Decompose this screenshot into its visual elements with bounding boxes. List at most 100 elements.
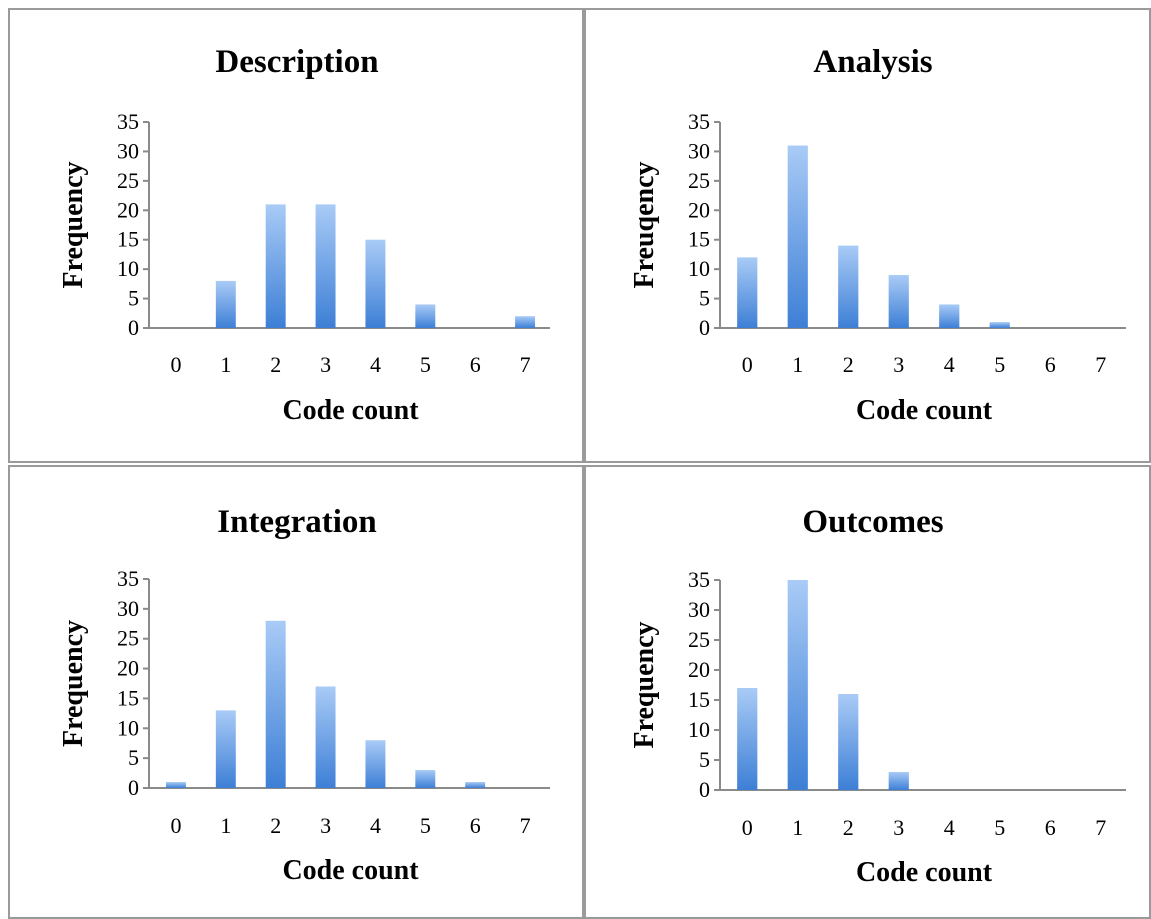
description-y-tick-label: 10 bbox=[117, 256, 139, 281]
analysis-x-tick-label: 7 bbox=[1095, 352, 1106, 377]
outcomes-bar bbox=[737, 688, 758, 790]
outcomes-y-tick-label: 10 bbox=[688, 717, 710, 742]
integration-y-tick-label: 0 bbox=[128, 775, 139, 800]
analysis-bar bbox=[989, 322, 1010, 328]
integration-x-tick-label: 4 bbox=[370, 813, 381, 838]
integration-bar bbox=[165, 782, 186, 788]
outcomes-y-tick-label: 25 bbox=[688, 627, 710, 652]
description-bar bbox=[265, 204, 286, 328]
integration-y-tick-label: 30 bbox=[117, 596, 139, 621]
outcomes-x-tick-label: 3 bbox=[893, 815, 904, 840]
integration-y-tick-label: 25 bbox=[117, 626, 139, 651]
analysis-bar bbox=[838, 245, 859, 328]
analysis-chart: Analysis 0 5 10 15 20 25 30 35 0 1 2 3 4 5 6 7 Code count… bbox=[629, 44, 1126, 426]
analysis-x-tick-label: 5 bbox=[994, 352, 1005, 377]
outcomes-y-tick-label: 0 bbox=[699, 777, 710, 802]
analysis-y-tick-label: 25 bbox=[688, 168, 710, 193]
analysis-x-tick-label: 3 bbox=[893, 352, 904, 377]
outcomes-y-axis-label: Frequency bbox=[629, 621, 660, 748]
analysis-y-tick-label: 5 bbox=[699, 286, 710, 311]
description-chart-title: Description bbox=[215, 44, 378, 80]
outcomes-y-tick-label: 30 bbox=[688, 597, 710, 622]
description-bar bbox=[415, 304, 436, 328]
analysis-bar bbox=[737, 257, 758, 328]
outcomes-y-tick-label: 15 bbox=[688, 687, 710, 712]
integration-y-tick-label: 20 bbox=[117, 656, 139, 681]
outcomes-x-tick-label: 5 bbox=[994, 815, 1005, 840]
chart-panel-integration: Integration 0 5 10 15 20 25 30 35 0 1 2 3 4 5 6 7 Code co… bbox=[8, 465, 584, 919]
description-bar bbox=[215, 280, 236, 328]
description-x-tick-label: 6 bbox=[470, 352, 481, 377]
description-y-tick-label: 20 bbox=[117, 197, 139, 222]
integration-x-tick-label: 0 bbox=[170, 813, 181, 838]
analysis-bar bbox=[939, 304, 960, 328]
description-x-axis-label: Code count bbox=[282, 395, 419, 426]
integration-x-tick-label: 7 bbox=[520, 813, 531, 838]
description-y-axis-label: Frequency bbox=[58, 161, 89, 288]
analysis-bar bbox=[787, 145, 808, 328]
analysis-bar bbox=[888, 275, 909, 328]
outcomes-x-tick-label: 0 bbox=[742, 815, 753, 840]
analysis-x-tick-label: 0 bbox=[742, 352, 753, 377]
description-x-tick-label: 5 bbox=[420, 352, 431, 377]
integration-y-tick-label: 5 bbox=[128, 745, 139, 770]
chart-panel-description: Description 0 5 10 15 20 25 30 35 0 1 2 3 4 5 6 7 Code co… bbox=[8, 8, 584, 463]
integration-bar bbox=[365, 740, 386, 788]
analysis-chart-title: Analysis bbox=[813, 44, 932, 80]
description-x-tick-label: 3 bbox=[320, 352, 331, 377]
analysis-x-tick-label: 4 bbox=[944, 352, 955, 377]
description-x-tick-label: 2 bbox=[270, 352, 281, 377]
outcomes-x-tick-label: 4 bbox=[944, 815, 955, 840]
chart-panel-analysis: Analysis 0 5 10 15 20 25 30 35 0 1 2 3 4 5 6 7 Code count… bbox=[584, 8, 1151, 463]
analysis-x-tick-label: 6 bbox=[1045, 352, 1056, 377]
outcomes-x-tick-label: 7 bbox=[1095, 815, 1106, 840]
integration-bar bbox=[465, 782, 486, 788]
outcomes-y-tick-label: 5 bbox=[699, 747, 710, 772]
integration-y-tick-label: 10 bbox=[117, 715, 139, 740]
chart-panel-outcomes: Outcomes 0 5 10 15 20 25 30 35 0 1 2 3 4 5 6 7 Code count… bbox=[584, 465, 1151, 919]
description-y-tick-label: 15 bbox=[117, 227, 139, 252]
outcomes-x-tick-label: 6 bbox=[1045, 815, 1056, 840]
integration-x-tick-label: 6 bbox=[470, 813, 481, 838]
integration-chart-title: Integration bbox=[217, 504, 377, 540]
outcomes-x-axis-label: Code count bbox=[856, 857, 993, 888]
analysis-y-tick-label: 30 bbox=[688, 138, 710, 163]
description-chart: Description 0 5 10 15 20 25 30 35 0 1 2 3 4 5 6 7 Code co… bbox=[58, 44, 550, 426]
outcomes-chart-title: Outcomes bbox=[802, 504, 943, 540]
description-x-tick-label: 1 bbox=[220, 352, 231, 377]
integration-bar bbox=[215, 710, 236, 788]
analysis-x-tick-label: 2 bbox=[843, 352, 854, 377]
analysis-y-tick-label: 0 bbox=[699, 315, 710, 340]
integration-bar bbox=[415, 770, 436, 788]
outcomes-bar bbox=[787, 580, 808, 790]
integration-x-tick-label: 2 bbox=[270, 813, 281, 838]
outcomes-bar bbox=[888, 772, 909, 790]
integration-y-tick-label: 15 bbox=[117, 685, 139, 710]
description-x-tick-label: 0 bbox=[170, 352, 181, 377]
description-y-tick-label: 25 bbox=[117, 168, 139, 193]
outcomes-bar bbox=[838, 694, 859, 790]
integration-chart: Integration 0 5 10 15 20 25 30 35 0 1 2 3 4 5 6 7 Code co… bbox=[58, 504, 550, 886]
outcomes-x-tick-label: 2 bbox=[843, 815, 854, 840]
analysis-x-tick-label: 1 bbox=[792, 352, 803, 377]
outcomes-chart: Outcomes 0 5 10 15 20 25 30 35 0 1 2 3 4 5 6 7 Code count… bbox=[629, 504, 1126, 888]
analysis-y-axis-label: Freuqency bbox=[629, 161, 660, 288]
description-y-tick-label: 30 bbox=[117, 138, 139, 163]
analysis-y-tick-label: 20 bbox=[688, 197, 710, 222]
outcomes-y-tick-label: 35 bbox=[688, 567, 710, 592]
description-y-tick-label: 0 bbox=[128, 315, 139, 340]
description-bar bbox=[315, 204, 336, 328]
description-bar bbox=[515, 316, 536, 328]
integration-bar bbox=[265, 620, 286, 788]
integration-x-axis-label: Code count bbox=[282, 855, 419, 886]
description-x-tick-label: 7 bbox=[520, 352, 531, 377]
integration-x-tick-label: 1 bbox=[220, 813, 231, 838]
integration-y-axis-label: Frequency bbox=[58, 620, 89, 747]
description-y-tick-label: 5 bbox=[128, 286, 139, 311]
analysis-y-tick-label: 35 bbox=[688, 109, 710, 134]
description-bar bbox=[365, 239, 386, 328]
analysis-y-tick-label: 15 bbox=[688, 227, 710, 252]
integration-bar bbox=[315, 686, 336, 788]
integration-x-tick-label: 3 bbox=[320, 813, 331, 838]
integration-y-tick-label: 35 bbox=[117, 566, 139, 591]
